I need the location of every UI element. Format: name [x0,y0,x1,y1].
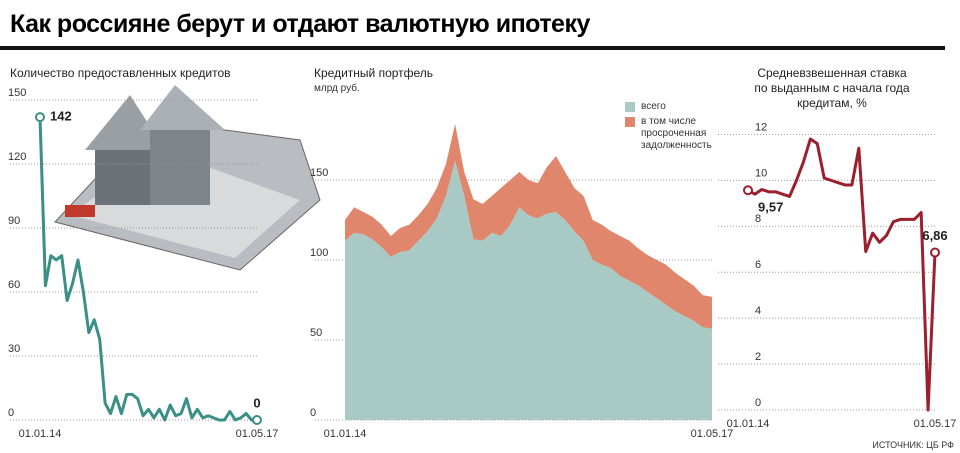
legend-swatch [625,102,635,112]
y-tick-label: 0 [8,407,14,419]
x-tick-label: 01.05.17 [691,428,734,440]
y-tick-label: 2 [755,351,761,363]
point-marker [252,415,262,425]
page-title: Как россияне берут и отдают валютную ипо… [10,10,590,38]
panel: 0 50 100 150 01.01.14 01.05.17 [310,124,733,440]
y-tick-label: 6 [755,259,761,271]
y-tick-label: 0 [310,407,316,419]
x-tick-label: 01.01.14 [727,418,770,430]
x-tick-label: 01.01.14 [19,428,62,440]
y-tick-label: 90 [8,215,20,227]
y-tick-label: 30 [8,343,20,355]
x-tick-label: 01.01.14 [324,428,367,440]
data-label: 6,86 [922,228,947,243]
line [38,117,257,422]
y-tick-label: 12 [755,121,767,133]
area [345,124,712,329]
legend-swatch [625,117,635,127]
y-tick-label: 10 [755,167,767,179]
source: ИСТОЧНИК: ЦБ РФ [872,440,954,450]
y-tick-label: 150 [310,167,328,179]
area [345,160,712,421]
chart-title: Кредитный портфель [314,66,434,80]
y-tick-label: 4 [755,305,761,317]
y-tick-label: 150 [8,87,26,99]
data-label: 9,57 [758,200,783,215]
x-tick-label: 01.05.17 [236,428,279,440]
chart-title: Количество предоставленных кредитов [10,66,231,80]
legend-label: в том числе просроченная задолженность [641,116,712,151]
y-tick-label: 120 [8,151,26,163]
panel: 0 30 60 90 120 150 01.01.14 01.05.17 142 0 [8,87,278,440]
y-tick-label: 8 [755,213,761,225]
y-tick-label: 50 [310,327,322,339]
y-tick-label: 100 [310,247,328,259]
panel: 0 2 4 6 8 10 12 01.01.14 01.05.17 9,57 6,86 [718,121,956,430]
data-label: 0 [253,395,260,410]
y-tick-label: 0 [755,397,761,409]
x-tick-label: 01.05.17 [914,418,957,430]
legend-label: всего [641,101,666,112]
house-illustration [54,85,321,271]
point-marker [743,185,753,196]
data-label: 142 [50,109,72,124]
title-rule [0,46,945,50]
point-marker [930,247,940,258]
point-marker [35,112,45,123]
chart-title: Средневзвешенная ставка по выданным с на… [754,66,910,110]
line [747,137,937,412]
chart-subtitle: млрд руб. [314,83,360,94]
y-tick-label: 60 [8,279,20,291]
